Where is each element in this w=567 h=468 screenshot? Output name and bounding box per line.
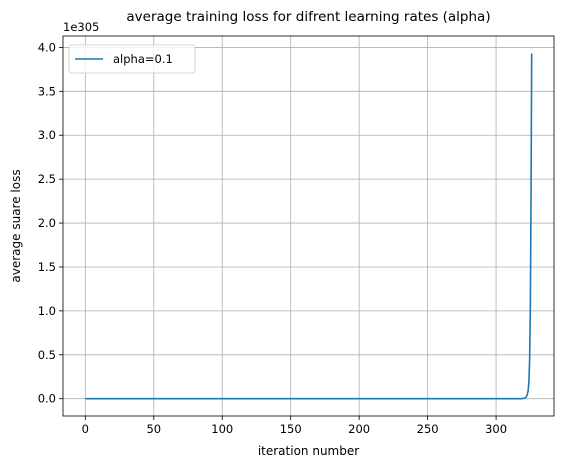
x-tick-label: 200 [348,422,370,436]
x-tick-label: 250 [417,422,439,436]
series-line [85,53,533,400]
y-tick-label: 4.0 [38,40,56,54]
y-offset-text: 1e305 [63,20,99,34]
x-axis-label: iteration number [258,444,359,458]
line-series-layer [85,53,533,400]
legend: alpha=0.1 [68,44,196,74]
x-tick-label: 300 [485,422,507,436]
chart-title: average training loss for difrent learni… [126,9,490,25]
legend-label: alpha=0.1 [113,52,173,66]
y-tick-label: 1.0 [38,304,56,318]
x-tick-label: 150 [280,422,302,436]
x-tick-label: 0 [82,422,89,436]
y-axis-label: average suare loss [9,169,23,282]
y-tick-label: 1.5 [38,260,56,274]
y-tick-label: 3.5 [38,84,56,98]
x-tick-label: 100 [211,422,233,436]
y-tick-label: 0.0 [38,392,56,406]
y-tick-label: 2.5 [38,172,56,186]
y-tick-label: 3.0 [38,128,56,142]
y-tick-label: 2.0 [38,216,56,230]
ticks: 0 50 100 150 200 250 300 0.0 0.5 1.0 1.5 2.0 2.5 3.0 3… [38,40,507,436]
x-tick-label: 50 [146,422,161,436]
grid-lines [63,36,554,416]
y-tick-label: 0.5 [38,348,56,362]
plot-frame [62,35,555,417]
legend-box [68,44,196,74]
